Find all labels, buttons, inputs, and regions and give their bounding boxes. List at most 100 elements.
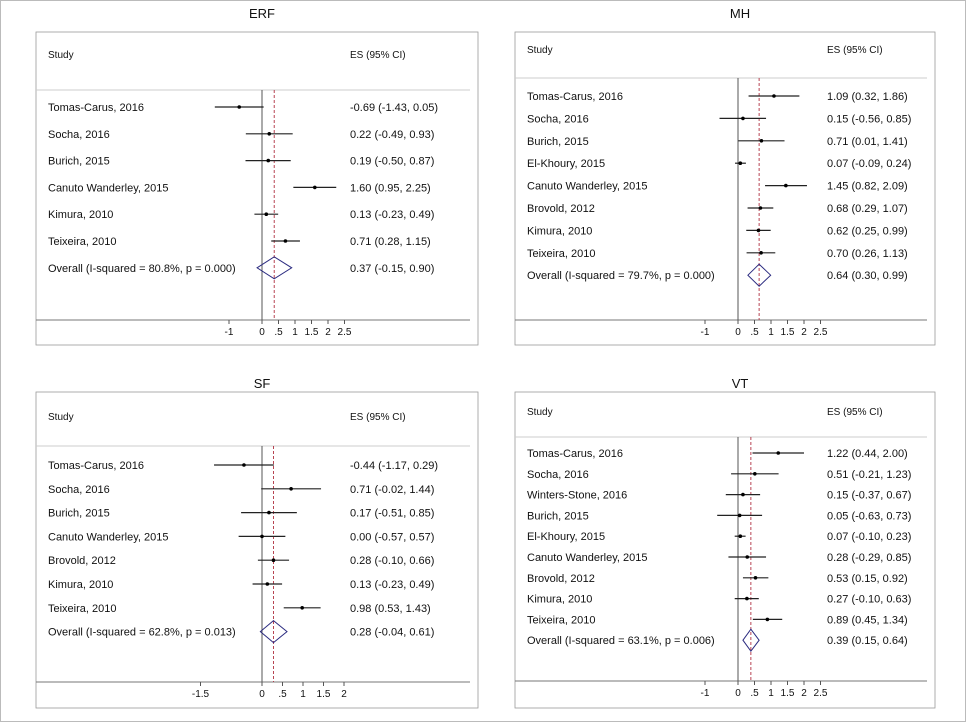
panel-title: MH (730, 6, 750, 21)
study-label: Canuto Wanderley, 2015 (48, 531, 168, 543)
overall-diamond (256, 256, 293, 280)
study-label: Kimura, 2010 (527, 594, 592, 606)
study-point (765, 617, 770, 622)
x-tick-label: 1 (292, 327, 298, 338)
study-label: Teixeira, 2010 (48, 236, 117, 248)
overall-label: Overall (I-squared = 79.7%, p = 0.000) (527, 270, 715, 282)
x-tick-label: 2.5 (814, 327, 828, 338)
study-point (776, 451, 781, 455)
study-label: Burich, 2015 (48, 156, 110, 168)
study-label: Brovold, 2012 (527, 203, 595, 215)
panel-frame (35, 31, 479, 346)
study-label: Canuto Wanderley, 2015 (527, 552, 647, 564)
study-point (745, 596, 749, 601)
study-label: Teixeira, 2010 (527, 248, 596, 260)
study-es-ci: 0.15 (-0.37, 0.67) (827, 490, 911, 502)
header-study: Study (527, 407, 553, 418)
study-label: Canuto Wanderley, 2015 (527, 181, 647, 193)
x-tick-label: 1 (768, 688, 774, 699)
study-point (741, 492, 745, 497)
overall-es-ci: 0.28 (-0.04, 0.61) (350, 627, 434, 639)
study-point (758, 206, 763, 210)
study-es-ci: 0.71 (-0.02, 1.44) (350, 484, 434, 496)
study-es-ci: 0.71 (0.01, 1.41) (827, 136, 908, 148)
study-es-ci: 0.17 (-0.51, 0.85) (350, 508, 434, 520)
x-tick-label: 2 (341, 689, 347, 700)
study-label: Socha, 2016 (527, 469, 589, 481)
study-label: Tomas-Carus, 2016 (48, 102, 144, 114)
x-tick-label: 1.5 (305, 327, 319, 338)
study-point (237, 105, 242, 109)
study-label: Brovold, 2012 (48, 555, 116, 567)
overall-diamond (742, 628, 760, 653)
study-point (289, 487, 293, 491)
study-point (745, 555, 750, 559)
study-es-ci: 0.07 (-0.09, 0.24) (827, 158, 911, 170)
overall-label: Overall (I-squared = 62.8%, p = 0.013) (48, 627, 236, 639)
study-es-ci: 0.15 (-0.56, 0.85) (827, 113, 911, 125)
study-es-ci: 0.13 (-0.23, 0.49) (350, 579, 434, 591)
study-label: El-Khoury, 2015 (527, 531, 605, 543)
x-tick-label: 2.5 (814, 688, 828, 699)
x-tick-label: 2.5 (338, 327, 352, 338)
study-point (756, 228, 761, 233)
study-es-ci: 1.60 (0.95, 2.25) (350, 182, 431, 194)
study-es-ci: 0.07 (-0.10, 0.23) (827, 531, 911, 543)
x-tick-label: 1 (300, 689, 306, 700)
x-tick-label: 0 (735, 327, 741, 338)
study-es-ci: 1.45 (0.82, 2.09) (827, 181, 908, 193)
study-es-ci: 0.98 (0.53, 1.43) (350, 603, 431, 615)
x-tick-label: .5 (750, 688, 759, 699)
x-tick-label: 1 (768, 327, 774, 338)
study-label: Teixeira, 2010 (527, 614, 596, 626)
overall-diamond (259, 619, 288, 644)
study-point (267, 510, 271, 515)
panel-title: ERF (249, 6, 275, 21)
study-label: Tomas-Carus, 2016 (527, 91, 623, 103)
study-label: Kimura, 2010 (48, 209, 113, 221)
study-point (264, 212, 269, 216)
study-label: Burich, 2015 (527, 136, 589, 148)
study-label: Socha, 2016 (48, 129, 110, 141)
x-tick-label: .5 (750, 327, 759, 338)
x-tick-label: .5 (274, 327, 283, 338)
study-label: Teixeira, 2010 (48, 603, 117, 615)
x-tick-label: 1.5 (781, 327, 795, 338)
header-es-ci: ES (95% CI) (350, 50, 406, 61)
study-point (738, 534, 743, 538)
forest-panel-mh: MH Study ES (95% CI) -1 0 .5 1 1.5 2 2.5 Tomas-Car… (514, 6, 936, 346)
study-point (242, 463, 246, 467)
study-point (267, 132, 272, 136)
panel-frame (514, 391, 936, 709)
forest-panel-vt: VT Study ES (95% CI) -1 0 .5 1 1.5 2 2.5 Tomas-Car… (514, 376, 936, 709)
study-point (271, 558, 276, 562)
study-es-ci: 0.53 (0.15, 0.92) (827, 573, 908, 585)
study-point (313, 185, 317, 190)
study-point (283, 239, 288, 243)
forest-panel-erf: ERF Study ES (95% CI) -1 0 .5 1 1.5 2 2.5 Tomas-Ca… (35, 6, 479, 346)
header-study: Study (527, 45, 553, 56)
overall-es-ci: 0.64 (0.30, 0.99) (827, 270, 908, 282)
study-point (260, 534, 264, 539)
study-point (265, 582, 270, 586)
study-es-ci: -0.69 (-1.43, 0.05) (350, 102, 438, 114)
study-es-ci: 0.51 (-0.21, 1.23) (827, 469, 911, 481)
study-point (266, 158, 271, 163)
study-point (759, 139, 764, 143)
overall-label: Overall (I-squared = 63.1%, p = 0.006) (527, 635, 715, 647)
study-es-ci: 0.89 (0.45, 1.34) (827, 614, 908, 626)
study-label: Canuto Wanderley, 2015 (48, 182, 168, 194)
study-point (737, 513, 742, 518)
study-point (772, 94, 776, 98)
x-tick-label: .5 (278, 689, 287, 700)
study-es-ci: 1.22 (0.44, 2.00) (827, 448, 908, 460)
header-es-ci: ES (95% CI) (827, 45, 883, 56)
x-tick-label: 1.5 (781, 688, 795, 699)
study-label: Kimura, 2010 (48, 579, 113, 591)
overall-label: Overall (I-squared = 80.8%, p = 0.000) (48, 263, 236, 275)
study-label: Burich, 2015 (48, 508, 110, 520)
study-es-ci: 0.13 (-0.23, 0.49) (350, 209, 434, 221)
study-point (753, 472, 757, 476)
